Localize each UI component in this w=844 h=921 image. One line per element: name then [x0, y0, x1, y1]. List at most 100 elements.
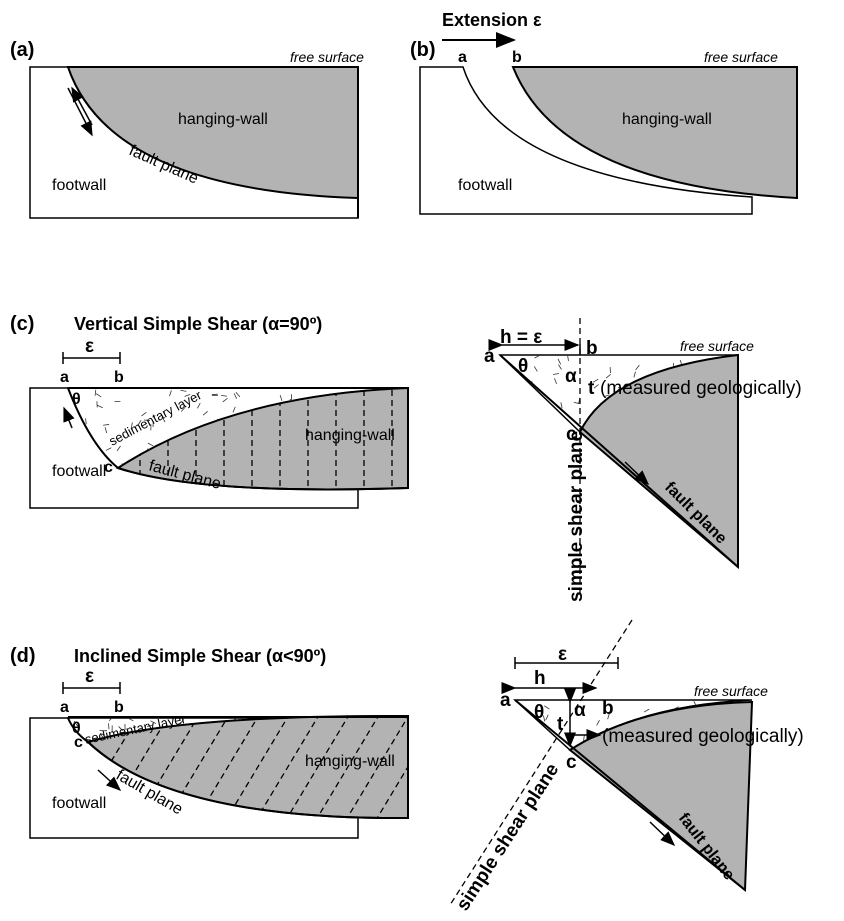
sediment-tick [143, 419, 150, 421]
sediment-tick [593, 384, 599, 389]
slip-arrow [624, 461, 650, 486]
free-surface-label: free surface [290, 49, 364, 65]
sediment-tick [521, 381, 528, 385]
point-label: b [114, 369, 124, 386]
sediment-tick [500, 430, 502, 432]
free-surface-label: free surface [680, 338, 754, 354]
sediment-tick [500, 402, 507, 405]
sediment-tick [521, 389, 525, 396]
sediment-tick [515, 710, 517, 716]
t-label: t [557, 714, 564, 735]
sediment-tick [95, 393, 102, 398]
sediment-tick [543, 715, 546, 722]
t-label: t [588, 378, 595, 399]
fault-line [67, 387, 409, 491]
shear-line [399, 715, 408, 819]
sediment-tick [73, 721, 79, 727]
point-label: c [566, 424, 577, 445]
sediment-tick [161, 416, 166, 423]
sediment-tick [633, 371, 636, 378]
sediment-tick [596, 719, 600, 726]
shear-line [309, 715, 386, 819]
sediment-tick [94, 389, 97, 396]
sediment-tick [181, 406, 186, 412]
shear-line [430, 705, 505, 830]
sediment-tick [116, 445, 121, 452]
point-label: b [114, 699, 124, 716]
hanging-wall-label: hanging-wall [305, 427, 395, 444]
sediment-tick [279, 394, 283, 401]
point-label: a [458, 49, 467, 66]
shear-line [369, 715, 408, 819]
sediment-tick [635, 364, 640, 371]
sediment-tick [573, 402, 580, 404]
footwall-label: footwall [52, 795, 106, 812]
sediment-tick [557, 358, 562, 365]
sediment-tick [202, 411, 208, 416]
sediment-tick [103, 424, 110, 426]
sediment-tick [537, 736, 544, 740]
sediment-tick [544, 705, 550, 710]
sediment-tick [521, 394, 527, 400]
sediment-tick [184, 393, 191, 397]
point-label: b [512, 49, 522, 66]
sediment-tick [233, 393, 238, 399]
measured-label: (measured geologically) [600, 378, 802, 399]
sediment-tick [533, 366, 538, 372]
point-label: a [500, 690, 511, 711]
hanging-wall-label: hanging-wall [305, 753, 395, 770]
panel-c-left: (c) Vertical Simple Shear (α=90º) ε a b … [10, 313, 409, 509]
fault-line [499, 354, 739, 568]
sediment-tick [97, 404, 103, 409]
sediment-tick [607, 713, 610, 720]
sediment-tick [147, 442, 154, 447]
sediment-tick [500, 392, 502, 399]
sediment-tick [141, 411, 147, 417]
sediment-tick [560, 402, 563, 409]
epsilon-label: ε [558, 644, 567, 665]
sediment-tick [99, 732, 104, 739]
sediment-tick [643, 708, 650, 713]
point-label: a [60, 699, 69, 716]
h-label: h = ε [500, 327, 542, 348]
shear-line [339, 715, 408, 819]
sediment-tick [515, 710, 516, 713]
epsilon-label: ε [85, 336, 94, 357]
epsilon-label: ε [85, 666, 94, 687]
panel-label: (b) [410, 39, 436, 61]
sediment-tick [554, 378, 557, 384]
sediment-tick [197, 402, 201, 409]
point-label: c [104, 459, 113, 476]
sediment-tick [524, 384, 530, 389]
footwall-label: footwall [52, 177, 106, 194]
sediment-tick [567, 355, 569, 361]
free-surface-label: free surface [704, 49, 778, 65]
sediment-tick [146, 724, 153, 727]
sediment-tick [673, 706, 680, 710]
panel-title: Inclined Simple Shear (α<90º) [74, 646, 326, 666]
sediment-tick [150, 720, 157, 724]
sediment-tick [232, 717, 238, 721]
hanging-wall-label: hanging-wall [178, 111, 268, 128]
shear-line [279, 715, 356, 819]
footwall-block [419, 66, 753, 215]
hanging-wall-block [578, 353, 739, 570]
angle-label: α [574, 700, 586, 721]
sediment-tick [534, 355, 540, 359]
free-surface-label: free surface [694, 683, 768, 699]
panel-title: Vertical Simple Shear (α=90º) [74, 314, 322, 334]
hanging-wall-block [66, 66, 359, 200]
sediment-tick [130, 422, 133, 429]
sediment-tick [520, 378, 523, 385]
fault-line [514, 699, 746, 891]
panel-label: (c) [10, 313, 34, 335]
panel-c-right: h = ε free surface a b θ α t (measured g… [484, 318, 802, 602]
sediment-tick [211, 393, 218, 396]
panel-label: (d) [10, 645, 36, 667]
point-label: b [602, 698, 614, 719]
panel-b: (b) Extension ε a b free surface hanging… [410, 10, 798, 215]
sediment-tick [137, 420, 142, 426]
point-label: a [60, 369, 69, 386]
panel-label: (a) [10, 39, 34, 61]
